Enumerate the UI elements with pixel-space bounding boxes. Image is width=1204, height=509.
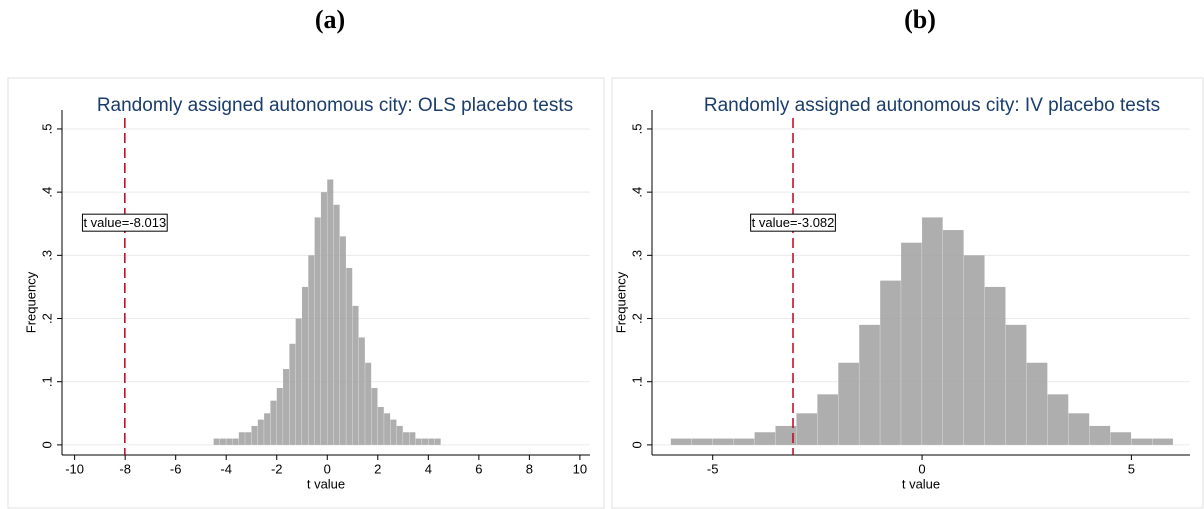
y-axis-title: Frequency — [613, 271, 628, 333]
histogram-bar — [922, 217, 943, 445]
histogram-bar — [817, 394, 839, 445]
y-tick-label: .5 — [629, 124, 644, 135]
histogram-bar — [295, 318, 302, 445]
histogram-bar — [251, 425, 258, 445]
histogram-bar — [670, 438, 692, 445]
histogram-bar — [264, 413, 271, 445]
histogram-bar — [371, 388, 378, 445]
annotation: t value=-8.013 — [83, 215, 166, 230]
histogram-bar — [320, 192, 327, 445]
y-tick-label: .3 — [629, 250, 644, 261]
x-tick-label: -4 — [220, 461, 232, 476]
histogram-bar — [308, 255, 315, 445]
histogram-bar — [754, 432, 776, 445]
histogram-bar — [333, 204, 340, 445]
histogram-bar — [358, 337, 365, 445]
histogram-bar — [384, 413, 391, 445]
x-axis-title: t value — [902, 476, 940, 491]
histogram-bar — [396, 425, 403, 445]
histogram-bar — [226, 438, 233, 445]
x-tick-label: 4 — [425, 461, 432, 476]
x-tick-label: -8 — [119, 461, 131, 476]
y-tick-label: .3 — [39, 250, 54, 261]
histogram-bar — [422, 438, 429, 445]
histogram-bar — [352, 305, 359, 445]
annotation: t value=-3.082 — [752, 215, 835, 230]
x-tick-label: 10 — [573, 461, 587, 476]
histogram-bar — [1068, 413, 1090, 445]
x-tick-label: -2 — [271, 461, 283, 476]
y-tick-label: .2 — [39, 313, 54, 324]
y-tick-label: 0 — [39, 441, 54, 448]
y-tick-label: 0 — [629, 441, 644, 448]
y-tick-label: .2 — [629, 313, 644, 324]
histogram-bar — [1152, 438, 1173, 445]
y-tick-label: .4 — [629, 187, 644, 198]
panel-label: (a) — [315, 5, 345, 34]
histogram-bar — [377, 406, 384, 445]
x-tick-label: 2 — [374, 461, 381, 476]
histogram-bar — [859, 324, 880, 445]
histogram-bar — [1089, 425, 1111, 445]
x-tick-label: 0 — [324, 461, 331, 476]
annotation-box — [81, 213, 168, 232]
x-tick-label: -10 — [65, 461, 84, 476]
histogram-bar — [1005, 324, 1027, 445]
histogram-bar — [232, 438, 239, 445]
histogram-bar — [796, 413, 818, 445]
histogram-bar — [238, 432, 245, 445]
x-tick-label: 0 — [918, 461, 925, 476]
histogram-bar — [283, 369, 290, 445]
histogram-bar — [984, 286, 1006, 445]
histogram-bar — [213, 438, 220, 445]
histogram-bar — [365, 362, 372, 445]
histogram-bar — [963, 255, 985, 445]
x-tick-label: -6 — [170, 461, 182, 476]
y-axis-title: Frequency — [23, 271, 38, 333]
y-tick-label: .1 — [629, 376, 644, 387]
histogram-bar — [733, 438, 755, 445]
histogram-bar — [1047, 394, 1069, 445]
panel-label: (b) — [904, 5, 936, 34]
y-tick-label: .5 — [39, 124, 54, 135]
histogram-bar — [219, 438, 226, 445]
annotation-box — [750, 213, 836, 232]
chart-title: Randomly assigned autonomous city: IV pl… — [704, 95, 1160, 116]
histogram-bar — [942, 230, 964, 445]
histogram-bar — [390, 419, 397, 445]
x-axis-title: t value — [307, 476, 345, 491]
histogram-bar — [270, 400, 277, 445]
y-tick-label: .1 — [39, 376, 54, 387]
histogram-bar — [314, 217, 321, 445]
histogram-bar — [409, 432, 416, 445]
x-tick-label: 5 — [1128, 461, 1135, 476]
histogram-bar — [289, 343, 296, 445]
chart-title: Randomly assigned autonomous city: OLS p… — [97, 95, 573, 116]
histogram-bar — [712, 438, 734, 445]
histogram-bar — [434, 438, 441, 445]
histogram-bar — [1110, 432, 1132, 445]
histogram-bar — [302, 286, 309, 445]
histogram-bar — [346, 267, 353, 445]
histogram-bar — [901, 242, 922, 445]
x-tick-label: 6 — [475, 461, 482, 476]
y-tick-label: .4 — [39, 187, 54, 198]
histogram-bar — [428, 438, 435, 445]
histogram-bar — [327, 179, 334, 445]
histogram-bar — [276, 388, 283, 445]
x-tick-label: 8 — [526, 461, 533, 476]
histogram-bar — [257, 419, 264, 445]
histogram-bar — [245, 432, 252, 445]
histogram-bar — [838, 362, 859, 445]
x-tick-label: -5 — [707, 461, 719, 476]
histogram-bar — [1131, 438, 1153, 445]
histogram-bar — [880, 280, 901, 445]
histogram-bar — [415, 438, 422, 445]
histogram-bar — [1026, 362, 1048, 445]
histogram-bar — [339, 236, 346, 445]
histogram-bar — [775, 425, 797, 445]
histogram-bar — [403, 432, 410, 445]
histogram-bar — [691, 438, 713, 445]
